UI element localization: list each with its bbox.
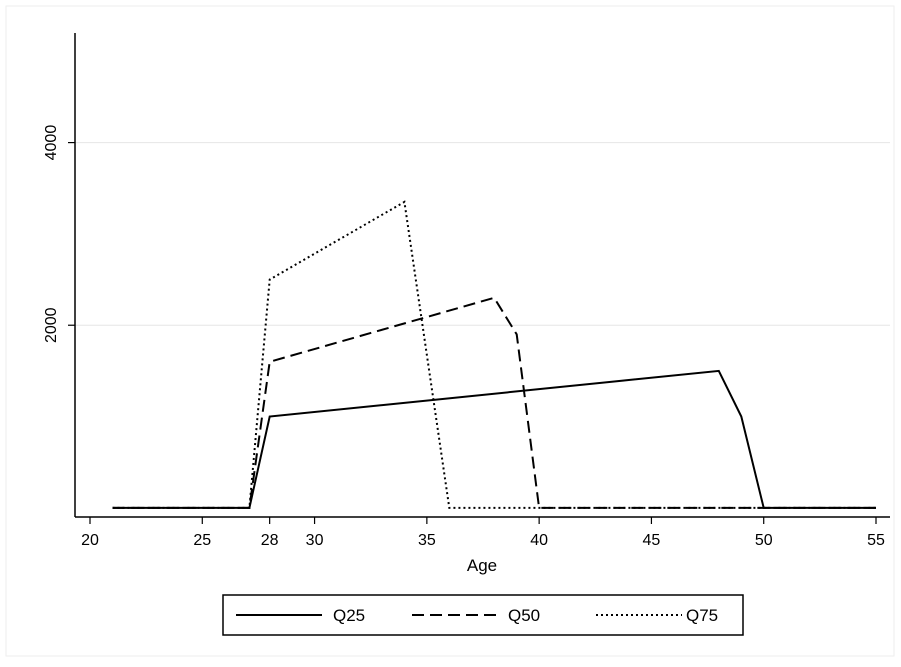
y-grid — [75, 142, 890, 326]
y-axis-ticks: 2000 4000 — [43, 125, 75, 343]
x-tick-label: 55 — [867, 532, 885, 549]
series-lines — [112, 200, 876, 509]
x-tick-label: 45 — [643, 532, 661, 549]
x-axis-title: Age — [467, 556, 497, 575]
x-tick-label: 28 — [261, 532, 279, 549]
x-tick-label: 30 — [306, 532, 324, 549]
x-tick-label: 35 — [418, 532, 436, 549]
x-tick-label: 20 — [81, 532, 99, 549]
legend: Q25 Q50 Q75 — [222, 594, 744, 636]
x-tick-label: 40 — [530, 532, 548, 549]
y-tick-label: 2000 — [43, 307, 60, 343]
x-axis-ticks: 20 25 28 30 35 40 45 50 55 — [81, 517, 885, 549]
y-tick-label: 4000 — [43, 125, 60, 161]
series-line-q75 — [112, 200, 876, 509]
legend-label-q25: Q25 — [333, 606, 365, 625]
x-tick-label: 25 — [193, 532, 211, 549]
legend-label-q75: Q75 — [686, 606, 718, 625]
x-tick-label: 50 — [755, 532, 773, 549]
outer-border — [5, 5, 895, 657]
legend-label-q50: Q50 — [508, 606, 540, 625]
